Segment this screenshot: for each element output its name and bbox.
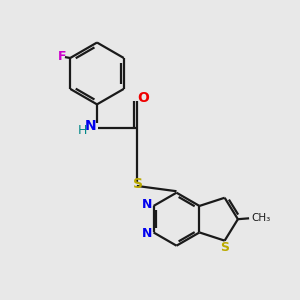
Text: CH₃: CH₃ bbox=[251, 213, 270, 223]
Text: O: O bbox=[137, 91, 149, 105]
Text: S: S bbox=[133, 177, 143, 191]
Text: S: S bbox=[220, 241, 229, 254]
Text: N: N bbox=[142, 227, 152, 240]
Text: N: N bbox=[85, 119, 96, 134]
Text: F: F bbox=[58, 50, 66, 63]
Text: N: N bbox=[142, 198, 152, 211]
Text: H: H bbox=[78, 124, 87, 137]
